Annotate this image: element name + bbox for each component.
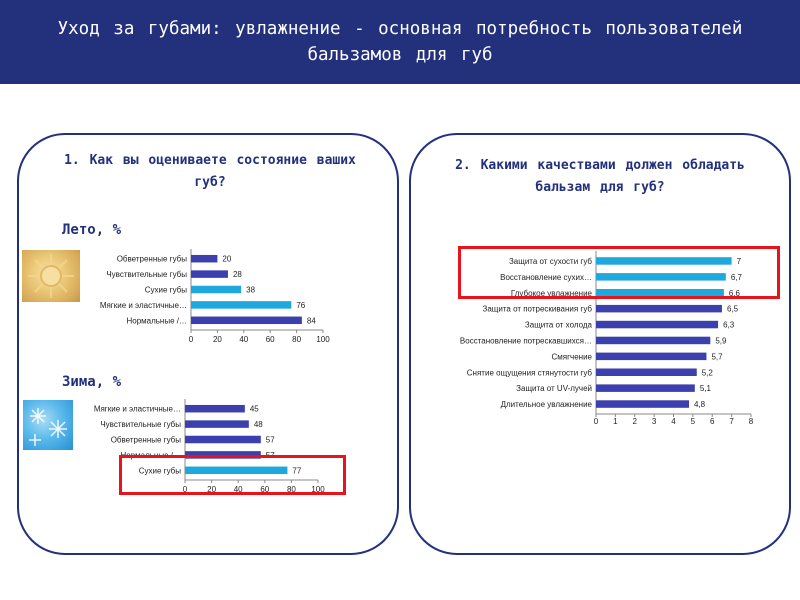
category-label: Защита от потрескивания губ — [482, 305, 592, 314]
x-tick-label: 100 — [316, 335, 330, 344]
x-tick-label: 20 — [213, 335, 222, 344]
x-tick-label: 80 — [292, 335, 301, 344]
category-label: Нормальные /… — [126, 316, 187, 325]
bar — [185, 466, 288, 475]
value-label: 6,5 — [727, 305, 739, 314]
x-tick-label: 6 — [710, 417, 715, 426]
value-label: 28 — [233, 270, 242, 279]
bar — [596, 320, 719, 329]
bar — [191, 270, 228, 278]
bar — [185, 404, 245, 413]
value-label: 4,8 — [694, 400, 706, 409]
bar — [191, 254, 218, 263]
bar — [185, 420, 249, 428]
category-label: Восстановление сухих… — [500, 273, 592, 282]
value-label: 6,6 — [729, 289, 741, 298]
question-2: 2. Какими качествами должен обладать бал… — [455, 158, 745, 195]
value-label: 6,3 — [723, 321, 735, 330]
category-label: Защита от холода — [525, 321, 593, 330]
bar — [596, 273, 726, 281]
value-label: 76 — [296, 301, 305, 310]
bar — [596, 336, 711, 345]
summer-label: Лето, % — [62, 222, 122, 238]
value-label: 5,1 — [700, 384, 712, 393]
bar — [191, 301, 292, 309]
category-label: Длительное увлажнение — [501, 400, 593, 409]
category-label: Обветренные губы — [111, 436, 182, 445]
x-tick-label: 1 — [613, 417, 618, 426]
bar — [185, 435, 261, 444]
bar — [191, 316, 302, 325]
bar — [185, 451, 261, 459]
value-label: 5,7 — [711, 352, 723, 361]
bar — [596, 352, 707, 361]
highlight-box-winter-dry — [119, 455, 346, 495]
x-tick-label: 2 — [633, 417, 638, 426]
value-label: 6,7 — [731, 273, 743, 282]
x-tick-label: 3 — [652, 417, 657, 426]
category-label: Защита от UV-лучей — [516, 384, 592, 393]
winter-label: Зима, % — [62, 374, 122, 390]
x-tick-label: 0 — [594, 417, 599, 426]
x-tick-label: 80 — [287, 485, 296, 494]
value-label: 57 — [266, 436, 275, 445]
bar — [596, 368, 697, 376]
value-label: 5,2 — [702, 368, 714, 377]
category-label: Сухие губы — [139, 466, 182, 475]
x-tick-label: 0 — [183, 485, 188, 494]
question-1: 1. Как вы оцениваете состояние ваших губ… — [64, 153, 356, 190]
category-label: Чувствительные губы — [106, 270, 187, 279]
x-tick-label: 4 — [671, 417, 676, 426]
header-bar: Уход за губами: увлажнение - основная по… — [0, 0, 800, 84]
x-tick-label: 40 — [234, 485, 243, 494]
bar — [596, 304, 722, 313]
category-label: Сухие губы — [145, 286, 188, 295]
x-tick-label: 20 — [207, 485, 216, 494]
category-label: Чувствительные губы — [100, 420, 181, 429]
value-label: 5,9 — [715, 336, 727, 345]
bar — [191, 285, 242, 294]
value-label: 20 — [222, 255, 231, 264]
value-label: 48 — [254, 420, 263, 429]
value-label: 77 — [292, 466, 301, 475]
bar — [596, 257, 732, 265]
sun-texture-icon — [22, 250, 80, 302]
x-tick-label: 40 — [239, 335, 248, 344]
qualities-bar-chart: Защита от сухости губ 7 Восстановление сух… — [460, 251, 754, 426]
highlight-box-top-qualities — [458, 246, 780, 299]
x-tick-label: 8 — [749, 417, 754, 426]
x-tick-label: 60 — [260, 485, 269, 494]
x-tick-label: 5 — [691, 417, 696, 426]
bar — [596, 289, 724, 297]
value-label: 45 — [250, 405, 259, 414]
x-tick-label: 60 — [266, 335, 275, 344]
left-panel — [17, 133, 399, 555]
category-label: Защита от сухости губ — [509, 257, 592, 266]
category-label: Мягкие и эластичные… — [100, 301, 187, 310]
category-label: Обветренные губы — [117, 255, 188, 264]
x-tick-label: 100 — [311, 485, 325, 494]
page-title: Уход за губами: увлажнение - основная по… — [57, 19, 743, 65]
category-label: Мягкие и эластичные… — [94, 405, 181, 414]
x-tick-label: 7 — [729, 417, 734, 426]
value-label: 7 — [737, 257, 742, 266]
snowflake-icon — [23, 400, 73, 450]
bar — [596, 384, 695, 392]
value-label: 84 — [307, 316, 316, 325]
summer-bar-chart: Обветренные губы 20 Чувствительные губы 28 С… — [100, 249, 330, 344]
category-label: Смягчение — [552, 352, 593, 361]
bar — [596, 400, 689, 408]
category-label: Снятие ощущения стянутости губ — [467, 368, 593, 377]
value-label: 38 — [246, 286, 255, 295]
x-tick-label: 0 — [189, 335, 194, 344]
category-label: Восстановление потрескавшихся… — [460, 336, 592, 345]
category-label: Глубокое увлажнение — [511, 289, 593, 298]
